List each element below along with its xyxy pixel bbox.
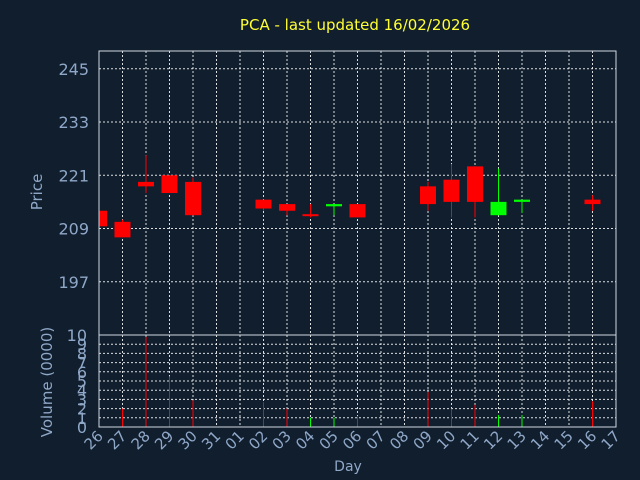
candle-body (420, 186, 436, 205)
x-tick-label: 28 (128, 427, 154, 453)
x-tick-label: 15 (551, 427, 577, 453)
candle-body (161, 175, 178, 193)
price-tick-label: 209 (58, 220, 89, 239)
volume-tick-label: 3 (77, 390, 87, 409)
price-tick-label: 233 (58, 113, 89, 132)
candle-body (185, 181, 201, 216)
x-tick-label: 10 (433, 427, 459, 453)
x-tick-label: 27 (104, 427, 130, 453)
candle-body (349, 204, 366, 218)
candle-body (255, 199, 272, 209)
volume-tick-label: 2 (77, 400, 87, 419)
price-tick-label: 197 (58, 273, 89, 292)
candle-body (514, 199, 530, 202)
price-tick-label: 245 (58, 60, 89, 79)
volume-tick-label: 7 (77, 354, 87, 373)
volume-axis-label: Volume (0000) (38, 327, 56, 437)
volume-tick-label: 9 (77, 335, 87, 354)
x-axis-label: Day (334, 459, 362, 475)
x-tick-label: 14 (527, 427, 553, 453)
volume-tick-label: 0 (77, 418, 87, 437)
x-tick-label: 04 (292, 427, 318, 453)
candle-body (467, 166, 483, 202)
price-axis-label: Price (28, 174, 46, 211)
x-tick-label: 07 (363, 427, 389, 453)
volume-tick-label: 10 (67, 326, 87, 345)
x-tick-label: 30 (175, 427, 201, 453)
x-tick-label: 17 (598, 427, 624, 453)
candle-body (99, 210, 107, 227)
candle-body (326, 204, 342, 207)
x-tick-label: 11 (457, 427, 483, 453)
x-tick-label: 03 (269, 427, 295, 453)
x-tick-label: 01 (222, 427, 248, 453)
x-tick-label: 12 (480, 427, 506, 453)
x-tick-label: 05 (316, 427, 342, 453)
candle-body (279, 204, 295, 211)
candle-body (490, 201, 507, 216)
x-tick-label: 02 (245, 427, 271, 453)
x-tick-label: 08 (386, 427, 412, 453)
x-tick-label: 16 (574, 427, 600, 453)
volume-tick-label: 5 (77, 372, 87, 391)
candle-body (302, 214, 319, 217)
candle-body (443, 179, 460, 202)
volume-tick-label: 8 (77, 344, 87, 363)
volume-panel-frame (98, 334, 617, 428)
volume-tick-label: 6 (77, 363, 87, 382)
candle-body (584, 199, 601, 205)
chart-title: PCA - last updated 16/02/2026 (240, 16, 470, 34)
volume-tick-label: 1 (77, 409, 87, 428)
x-tick-label: 31 (198, 427, 224, 453)
x-tick-label: 09 (410, 427, 436, 453)
x-tick-label: 13 (504, 427, 530, 453)
x-tick-label: 29 (151, 427, 177, 453)
candle-body (114, 221, 131, 238)
volume-tick-label: 4 (77, 381, 87, 400)
x-tick-label: 06 (339, 427, 365, 453)
candle-body (138, 181, 154, 187)
price-tick-label: 221 (58, 166, 89, 185)
